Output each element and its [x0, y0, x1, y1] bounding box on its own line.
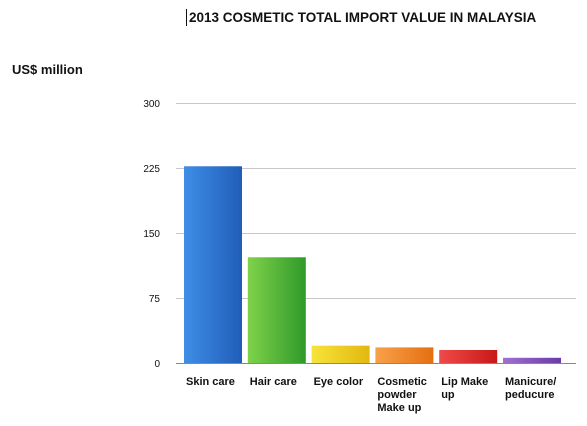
- y-axis-unit-label: US$ million: [12, 62, 83, 77]
- y-tick-label-300: 300: [143, 99, 160, 110]
- y-tick-label-75: 75: [149, 294, 161, 305]
- y-tick-labels: 0 75 150 225 300: [143, 99, 160, 370]
- category-labels: Skin care Hair care Eye color Cosmetic powde…: [186, 376, 556, 414]
- chart-title: 2013 COSMETIC TOTAL IMPORT VALUE IN MALA…: [189, 10, 537, 25]
- category-label-cosmetic-powder-make-up: Cosmetic powder Make up: [377, 376, 427, 414]
- category-label-hair-care: Hair care: [250, 376, 297, 388]
- grid-lines: [176, 103, 576, 364]
- bar-skin-care: [184, 166, 242, 363]
- category-label-lip-make-up: Lip Make up: [441, 376, 488, 401]
- bar-manicure-peducure: [503, 357, 561, 363]
- y-tick-label-150: 150: [143, 229, 160, 240]
- y-tick-label-0: 0: [154, 359, 160, 370]
- bar-hair-care: [247, 257, 306, 363]
- category-label-skin-care: Skin care: [186, 376, 235, 388]
- bar-lip-make-up: [439, 350, 498, 363]
- bar-eye-color: [311, 345, 370, 363]
- y-tick-label-225: 225: [143, 164, 160, 175]
- category-label-manicure-peducure: Manicure/peducure: [505, 376, 556, 401]
- bars: [184, 166, 561, 363]
- category-label-eye-color: Eye color: [314, 376, 364, 388]
- bar-cosmetic-powder-make-up: [375, 347, 434, 363]
